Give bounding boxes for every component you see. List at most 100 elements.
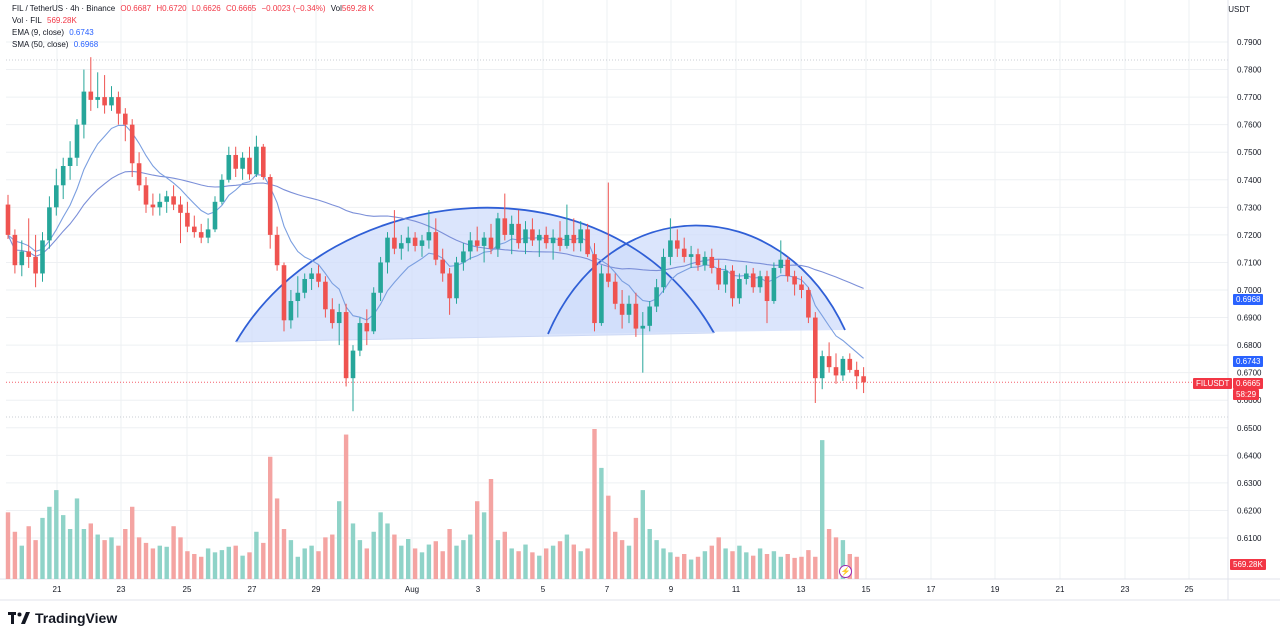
candle-body[interactable] <box>765 276 770 301</box>
candle-body[interactable] <box>737 279 742 298</box>
candle-body[interactable] <box>275 235 280 265</box>
candle-body[interactable] <box>841 359 846 376</box>
candle-body[interactable] <box>54 185 59 207</box>
candle-body[interactable] <box>413 238 418 246</box>
candle-body[interactable] <box>123 114 128 125</box>
candle-body[interactable] <box>26 251 31 257</box>
candle-body[interactable] <box>240 158 245 169</box>
candle-body[interactable] <box>206 229 211 237</box>
candle-body[interactable] <box>820 356 825 378</box>
candle-body[interactable] <box>227 155 232 180</box>
x-tick-label[interactable]: 9 <box>669 585 674 594</box>
x-tick-label[interactable]: 23 <box>117 585 126 594</box>
candle-body[interactable] <box>254 147 259 175</box>
candle-body[interactable] <box>654 287 659 306</box>
candle-body[interactable] <box>282 265 287 320</box>
candle-body[interactable] <box>20 251 25 265</box>
candle-body[interactable] <box>199 232 204 238</box>
candle-body[interactable] <box>848 359 853 370</box>
x-tick-label[interactable]: 29 <box>312 585 321 594</box>
candle-body[interactable] <box>427 232 432 240</box>
candle-body[interactable] <box>365 323 370 331</box>
candle-body[interactable] <box>461 251 466 262</box>
candle-body[interactable] <box>606 273 611 281</box>
legend-symbol[interactable]: FIL / TetherUS · 4h · Binance <box>12 4 115 13</box>
candle-body[interactable] <box>75 125 80 158</box>
candle-body[interactable] <box>247 158 252 175</box>
x-tick-label[interactable]: 27 <box>248 585 257 594</box>
candle-body[interactable] <box>627 304 632 315</box>
candle-body[interactable] <box>696 254 701 265</box>
candle-body[interactable] <box>668 240 673 257</box>
x-tick-label[interactable]: 5 <box>541 585 546 594</box>
candle-body[interactable] <box>572 235 577 243</box>
candle-body[interactable] <box>558 238 563 246</box>
legend-ema-label[interactable]: EMA (9, close) <box>12 28 64 37</box>
candle-body[interactable] <box>792 276 797 284</box>
candle-body[interactable] <box>751 273 756 287</box>
candle-body[interactable] <box>289 301 294 320</box>
candle-body[interactable] <box>261 147 266 177</box>
x-tick-label[interactable]: 3 <box>476 585 481 594</box>
candle-body[interactable] <box>716 268 721 285</box>
candle-body[interactable] <box>592 254 597 323</box>
candle-body[interactable] <box>854 370 859 376</box>
candle-body[interactable] <box>371 293 376 332</box>
candle-body[interactable] <box>799 284 804 290</box>
candle-body[interactable] <box>316 273 321 281</box>
candle-body[interactable] <box>213 202 218 230</box>
candle-body[interactable] <box>475 240 480 246</box>
legend-sma-label[interactable]: SMA (50, close) <box>12 40 68 49</box>
candle-body[interactable] <box>158 202 163 208</box>
candle-body[interactable] <box>661 257 666 287</box>
x-tick-label[interactable]: 7 <box>605 585 610 594</box>
candle-body[interactable] <box>489 238 494 249</box>
candle-body[interactable] <box>192 227 197 233</box>
candle-body[interactable] <box>330 309 335 323</box>
candle-body[interactable] <box>682 249 687 257</box>
x-tick-label[interactable]: 25 <box>183 585 192 594</box>
candle-body[interactable] <box>530 229 535 240</box>
candle-body[interactable] <box>40 240 45 273</box>
x-tick-label[interactable]: 25 <box>1185 585 1194 594</box>
candle-body[interactable] <box>296 293 301 301</box>
candle-body[interactable] <box>309 273 314 279</box>
candle-body[interactable] <box>599 273 604 323</box>
candle-body[interactable] <box>33 257 38 274</box>
candle-body[interactable] <box>641 326 646 329</box>
candle-body[interactable] <box>61 166 66 185</box>
legend-volume-label[interactable]: Vol · FIL <box>12 16 42 25</box>
candle-body[interactable] <box>813 318 818 379</box>
candle-body[interactable] <box>399 243 404 249</box>
candle-body[interactable] <box>385 238 390 263</box>
candle-body[interactable] <box>772 268 777 301</box>
candle-body[interactable] <box>144 185 149 204</box>
candle-body[interactable] <box>523 229 528 243</box>
x-tick-label[interactable]: 15 <box>862 585 871 594</box>
candle-body[interactable] <box>710 257 715 268</box>
candle-body[interactable] <box>378 262 383 292</box>
candle-body[interactable] <box>344 312 349 378</box>
candle-body[interactable] <box>420 240 425 246</box>
candle-body[interactable] <box>689 254 694 257</box>
candle-body[interactable] <box>151 205 156 208</box>
candle-body[interactable] <box>95 97 100 100</box>
candle-body[interactable] <box>516 224 521 243</box>
candle-body[interactable] <box>730 271 735 299</box>
candle-body[interactable] <box>164 196 169 202</box>
candle-body[interactable] <box>834 367 839 375</box>
candle-body[interactable] <box>503 218 508 235</box>
candle-body[interactable] <box>703 257 708 265</box>
candle-body[interactable] <box>634 304 639 329</box>
candle-body[interactable] <box>89 92 94 100</box>
candle-body[interactable] <box>509 224 514 235</box>
candle-body[interactable] <box>47 207 52 240</box>
candle-body[interactable] <box>675 240 680 248</box>
candle-body[interactable] <box>233 155 238 169</box>
candle-body[interactable] <box>620 304 625 315</box>
candle-body[interactable] <box>392 238 397 249</box>
currency-label[interactable]: USDT <box>1228 5 1250 14</box>
candle-body[interactable] <box>496 218 501 248</box>
x-tick-label[interactable]: 17 <box>927 585 936 594</box>
